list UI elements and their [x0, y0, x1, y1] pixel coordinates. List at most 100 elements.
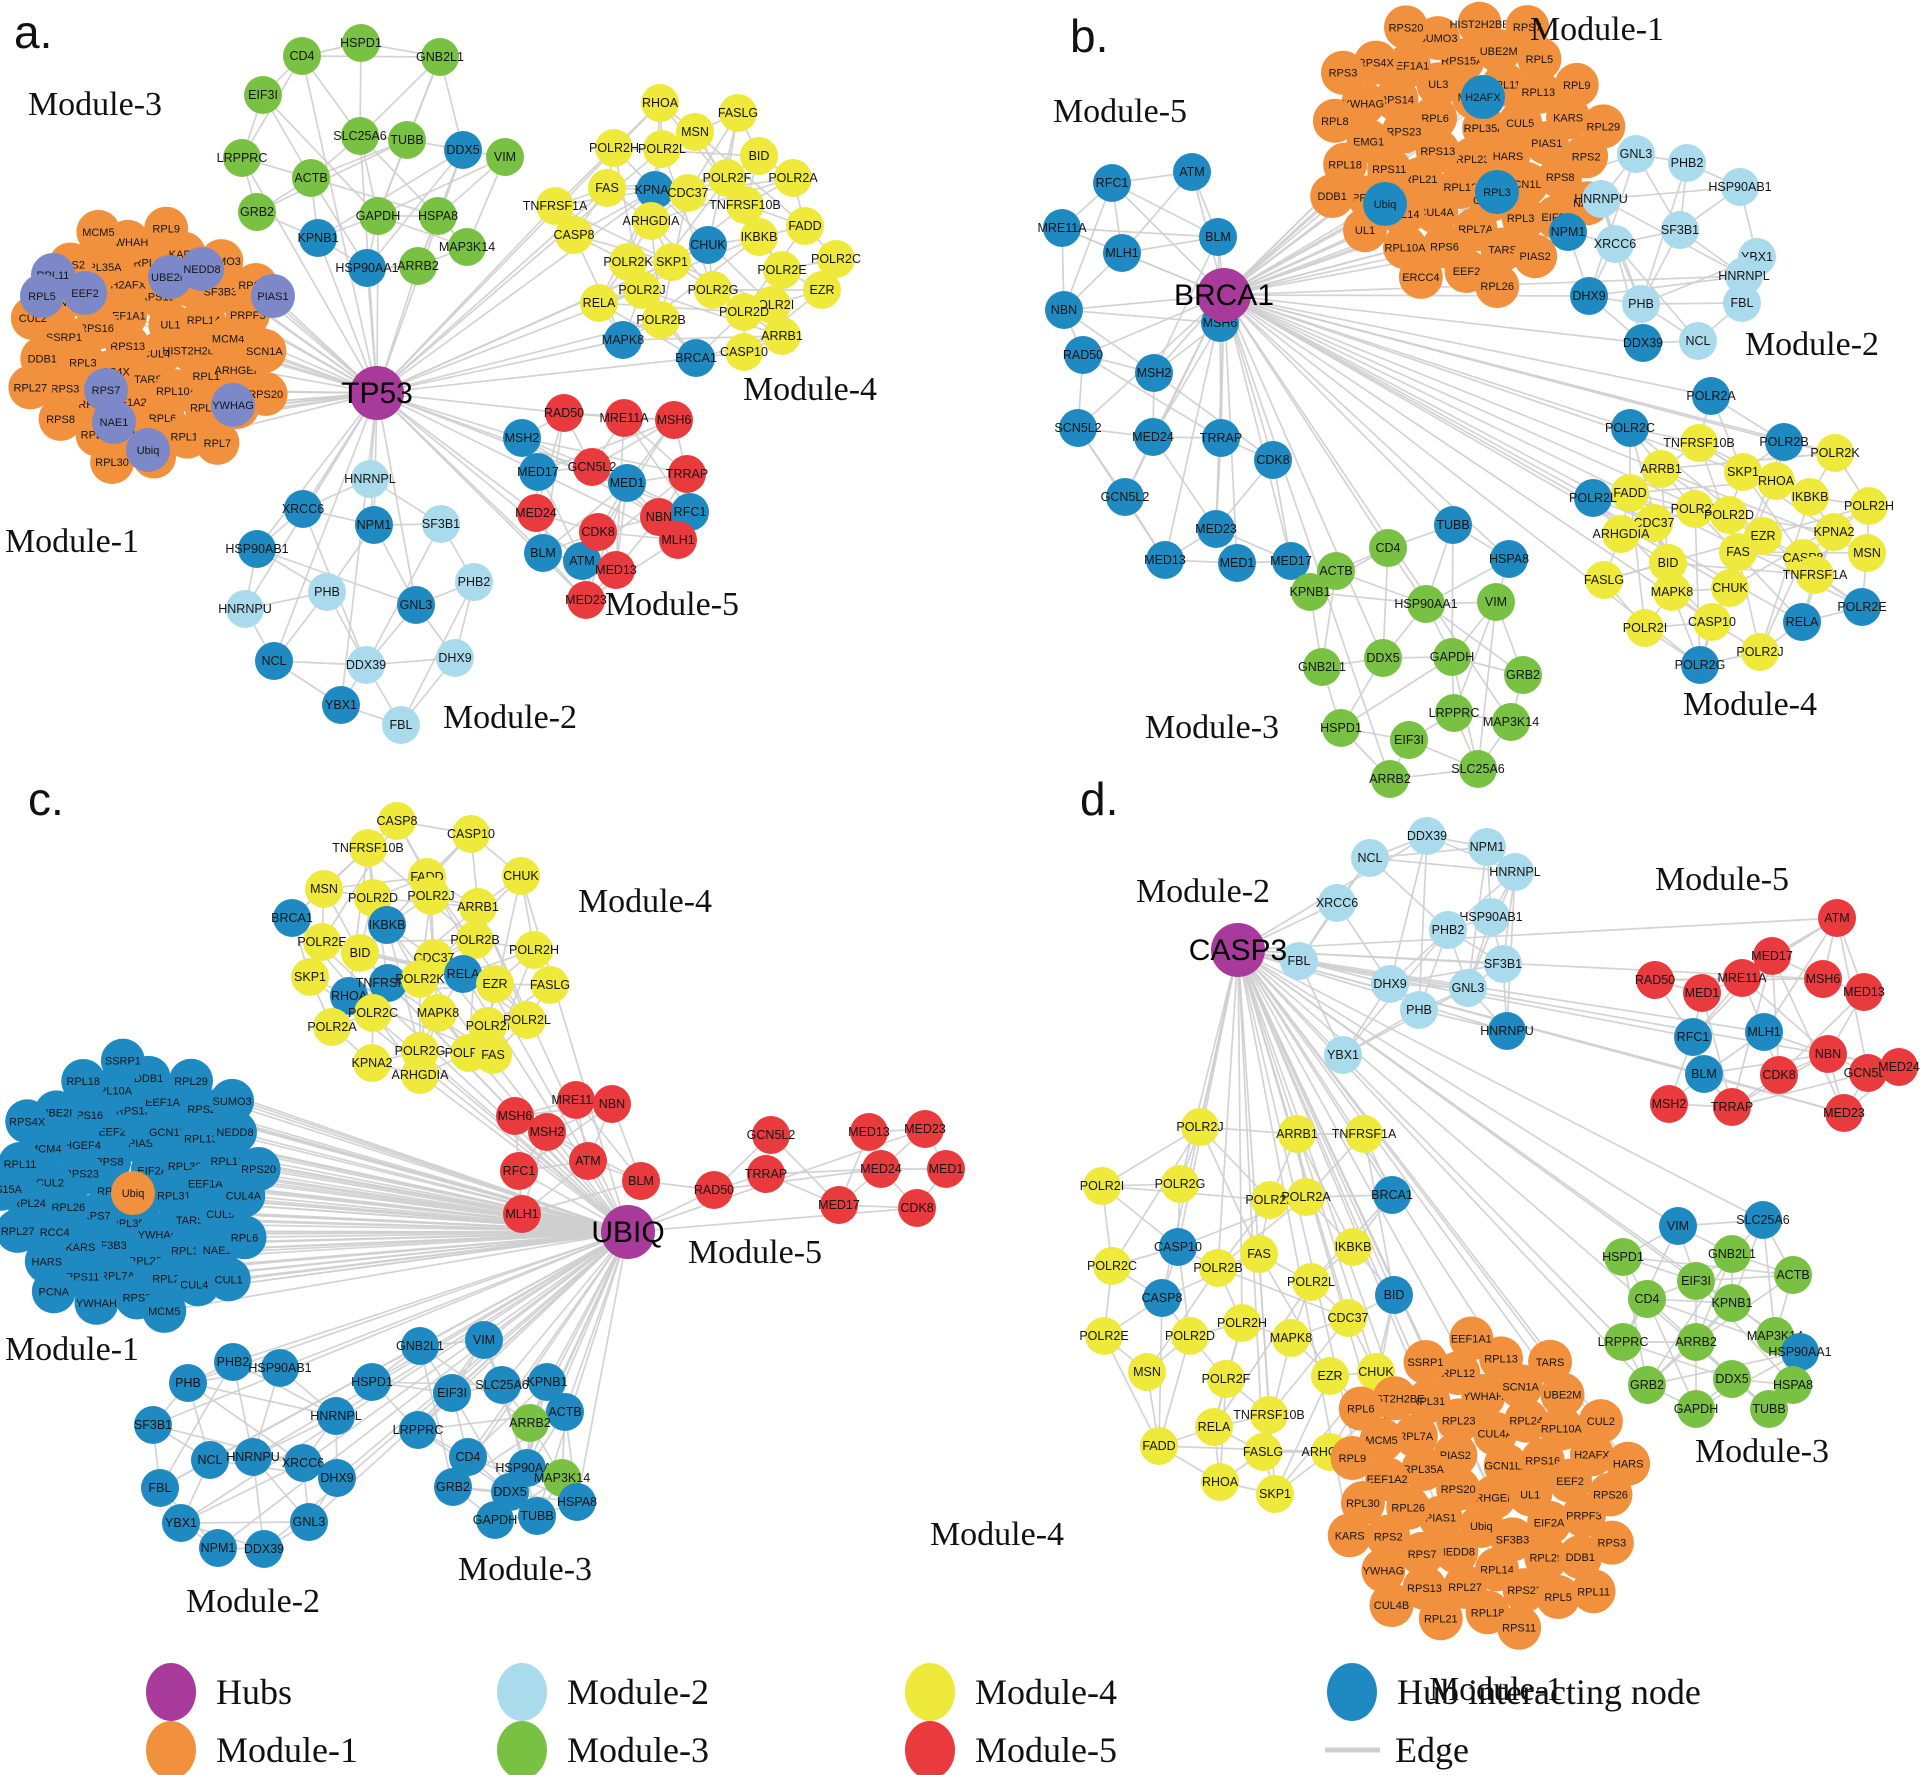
node-label-POLR2E: POLR2E — [297, 935, 346, 949]
node-label-CUL5: CUL5 — [1506, 118, 1534, 130]
node-POLR2L — [1292, 1263, 1330, 1301]
node-CUL4A — [1414, 189, 1459, 234]
edge — [1237, 949, 1264, 1453]
node-POLR2H — [515, 931, 553, 969]
node-MED1 — [927, 1150, 965, 1188]
edge — [376, 392, 537, 514]
node-RPL31 — [1406, 1379, 1451, 1424]
node-label-DHX9: DHX9 — [1373, 977, 1406, 991]
node-RPS11 — [1497, 1605, 1542, 1650]
node-label-HSPD1: HSPD1 — [1602, 1250, 1644, 1264]
node-label-YBX1: YBX1 — [1327, 1048, 1359, 1062]
edge — [1223, 294, 1764, 537]
node-NPM1 — [199, 1529, 237, 1567]
node-SLC25A6 — [483, 1366, 521, 1404]
node-label-RPL29: RPL29 — [174, 1076, 208, 1088]
node-label-EEF2: EEF2 — [1556, 1476, 1584, 1488]
legend-label: Hubs — [216, 1672, 292, 1712]
node-label-CD4: CD4 — [289, 49, 314, 63]
node-POLR2J — [412, 877, 450, 915]
module-label: Module-2 — [1745, 326, 1879, 363]
node-label-YWHAH: YWHAH — [1463, 1391, 1504, 1403]
node-label-POLR2H: POLR2H — [509, 943, 559, 957]
node-TARS — [1528, 1339, 1573, 1384]
node-FAS — [1240, 1235, 1278, 1273]
edge — [376, 205, 556, 394]
node-VIM — [1477, 583, 1515, 621]
edge — [376, 392, 539, 473]
node-GNL3 — [397, 586, 435, 624]
node-label-FAS: FAS — [595, 181, 619, 195]
node-RPL27 — [0, 1208, 40, 1253]
node-ATM — [1173, 153, 1211, 191]
node-ARHGDIA — [632, 202, 670, 240]
node-label-CDK8: CDK8 — [900, 1201, 933, 1215]
node-label-ARHGDIA: ARHGDIA — [392, 1068, 450, 1082]
node-label-NBN: NBN — [599, 1097, 625, 1111]
edge — [1771, 955, 1845, 1114]
node-MSH2 — [528, 1113, 566, 1151]
node-label-RELA: RELA — [1198, 1420, 1231, 1434]
node-label-DDB1: DDB1 — [28, 353, 57, 365]
node-MED1 — [1218, 544, 1256, 582]
node-label-RPS3: RPS3 — [1329, 68, 1358, 80]
node-FASLG — [531, 966, 569, 1004]
node-BID — [1649, 544, 1687, 582]
node-label-UBE2M: UBE2M — [151, 272, 189, 284]
node-label-MSN: MSN — [310, 882, 338, 896]
node-label-GNL3: GNL3 — [1620, 147, 1653, 161]
edge — [1217, 1267, 1349, 1319]
node-PHB — [1622, 285, 1660, 323]
edge — [419, 1345, 454, 1488]
node-label-MED1: MED1 — [1220, 556, 1255, 570]
node-label-NCL: NCL — [1357, 851, 1382, 865]
node-RPS15A — [0, 1166, 23, 1211]
node-label-RPS11: RPS11 — [1372, 164, 1406, 176]
node-label-MED13: MED13 — [595, 563, 637, 577]
node-label-GCN1L1: GCN1L1 — [1484, 1460, 1527, 1472]
node-label-RPS15A: RPS15A — [0, 1184, 23, 1196]
node-label-PHB2: PHB2 — [1671, 156, 1704, 170]
edge — [1103, 1335, 1160, 1447]
edge — [451, 1392, 511, 1493]
node-NPM1 — [1468, 828, 1506, 866]
node-MED17 — [1272, 542, 1310, 580]
node-XRCC6 — [284, 1444, 322, 1482]
edge — [661, 148, 714, 291]
node-H2AFX — [1461, 75, 1505, 119]
node-label-H2AFX: H2AFX — [110, 279, 146, 291]
node-PHB — [308, 573, 346, 611]
node-label-RPL6: RPL6 — [1421, 113, 1449, 125]
node-label-HSP90AB1: HSP90AB1 — [1708, 180, 1771, 194]
node-label-CHUK: CHUK — [1358, 1365, 1394, 1379]
node-BLM — [1199, 218, 1237, 256]
node-HSP90AB1 — [261, 1349, 299, 1387]
node-NCL — [1679, 322, 1717, 360]
hub-label-TP53: TP53 — [341, 377, 413, 410]
node-label-MSH6: MSH6 — [1806, 972, 1841, 986]
node-label-RPS2: RPS2 — [1374, 1532, 1403, 1544]
node-label-RPS16: RPS16 — [1525, 1455, 1560, 1467]
node-label-MAPK8: MAPK8 — [417, 1006, 459, 1020]
node-label-RPS14: RPS14 — [1379, 94, 1414, 106]
edge — [1223, 294, 1744, 473]
edge — [376, 189, 656, 394]
node-label-Ubiq: Ubiq — [122, 1188, 145, 1200]
node-label-RPS13: RPS13 — [110, 341, 145, 353]
node-label-CDK8: CDK8 — [581, 525, 614, 539]
node-MCM5 — [142, 1288, 187, 1333]
node-label-VIM: VIM — [473, 1333, 495, 1347]
edge — [302, 1231, 629, 1464]
node-label-MAPK8: MAPK8 — [602, 333, 644, 347]
node-label-POLR2E: POLR2E — [1837, 600, 1886, 614]
node-label-CDC37: CDC37 — [668, 186, 709, 200]
node-label-Ubiq: Ubiq — [1374, 199, 1397, 211]
module-label: Module-5 — [1053, 93, 1187, 130]
node-label-RPL27: RPL27 — [1448, 1582, 1482, 1594]
node-EIF3I — [1390, 721, 1428, 759]
edge — [765, 1168, 882, 1175]
node-label-SUMO3: SUMO3 — [1418, 33, 1457, 45]
edge — [1389, 835, 1428, 985]
node-label-RPL5: RPL5 — [1544, 1592, 1572, 1604]
edge — [1629, 492, 1646, 629]
